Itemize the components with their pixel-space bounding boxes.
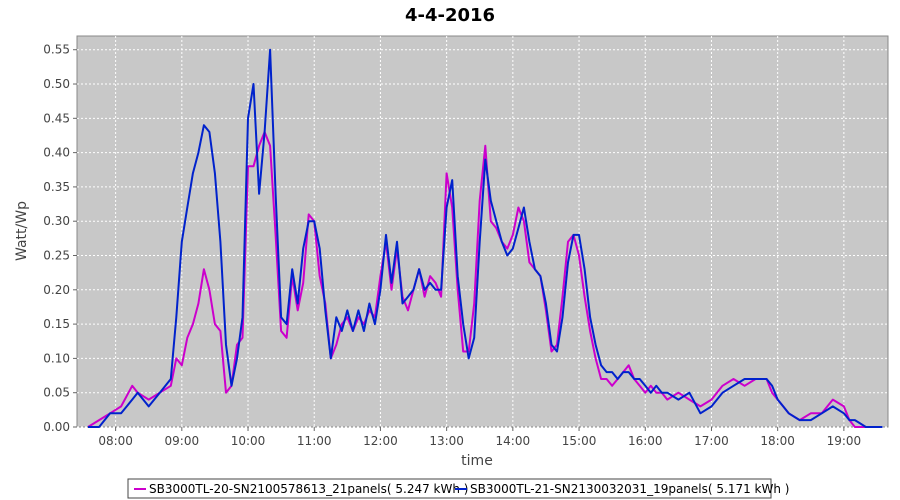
y-tick-label: 0.45 [43, 111, 70, 125]
x-tick-label: 16:00 [628, 434, 663, 448]
series-line-1 [87, 131, 883, 428]
x-tick-label: 13:00 [429, 434, 464, 448]
x-tick-label: 12:00 [363, 434, 398, 448]
x-tick-label: 17:00 [694, 434, 729, 448]
y-axis-label: Watt/Wp [14, 201, 30, 261]
x-tick-label: 10:00 [231, 434, 266, 448]
y-tick-label: 0.00 [43, 420, 70, 434]
y-tick-label: 0.25 [43, 249, 70, 263]
y-tick-label: 0.50 [43, 77, 70, 91]
y-tick-label: 0.10 [43, 351, 70, 365]
legend-label-1: SB3000TL-20-SN2100578613_21panels( 5.247… [149, 482, 468, 496]
y-axis: 0.00 0.05 0.10 0.15 0.20 0.25 0.30 0.35 0.40 0.45… [43, 43, 77, 434]
y-tick-label: 0.20 [43, 283, 70, 297]
chart-title: 4-4-2016 [405, 5, 495, 26]
y-tick-label: 0.05 [43, 386, 70, 400]
x-tick-label: 19:00 [827, 434, 862, 448]
y-tick-label: 0.35 [43, 180, 70, 194]
y-tick-label: 0.40 [43, 146, 70, 160]
x-axis-label: time [461, 453, 493, 469]
y-tick-label: 0.30 [43, 214, 70, 228]
legend-label-2: SB3000TL-21-SN2130032031_19panels( 5.171… [470, 482, 789, 496]
x-tick-label: 11:00 [297, 434, 332, 448]
y-tick-label: 0.55 [43, 43, 70, 57]
x-tick-label: 08:00 [98, 434, 133, 448]
x-tick-label: 18:00 [760, 434, 795, 448]
series-lines [87, 48, 883, 428]
x-tick-label: 15:00 [562, 434, 597, 448]
plot-area [76, 35, 889, 428]
x-tick-label: 09:00 [165, 434, 200, 448]
series-line-2 [88, 48, 883, 428]
y-tick-label: 0.15 [43, 317, 70, 331]
legend-box [127, 478, 772, 499]
x-axis: 08:00 09:00 10:00 11:00 12:00 13:00 14:00 15:00… [98, 427, 861, 448]
x-tick-label: 14:00 [496, 434, 531, 448]
legend: SB3000TL-20-SN2100578613_21panels( 5.247… [127, 478, 789, 499]
